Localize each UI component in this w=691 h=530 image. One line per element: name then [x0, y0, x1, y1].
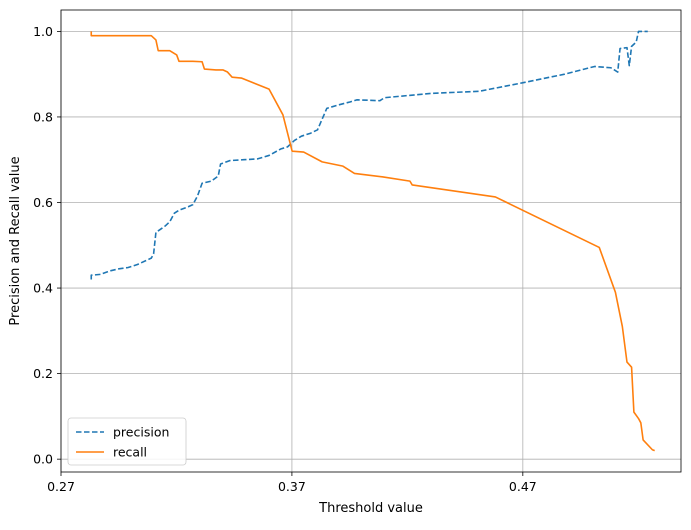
y-tick-label: 1.0 — [33, 24, 53, 39]
x-tick-label: 0.47 — [509, 479, 537, 494]
series-line-precision — [90, 30, 648, 280]
y-tick-label: 0.0 — [33, 452, 53, 467]
plot-area-frame — [60, 9, 682, 473]
y-tick-label: 0.4 — [33, 281, 53, 296]
y-tick-label: 0.2 — [33, 366, 53, 381]
y-tick-label: 0.8 — [33, 109, 53, 124]
y-tick-label: 0.6 — [33, 195, 53, 210]
x-tick-label: 0.27 — [47, 479, 75, 494]
legend-label-recall: recall — [113, 445, 147, 460]
axis-ticks: 0.27 0.37 0.47 0.0 0.2 0.4 0.6 0.8 1.0 — [33, 24, 537, 494]
legend-box — [67, 417, 187, 466]
y-axis-label: Precision and Recall value — [8, 156, 23, 325]
series-line-recall — [90, 31, 655, 452]
x-axis-label: Threshold value — [318, 501, 423, 516]
x-tick-label: 0.37 — [278, 479, 306, 494]
grid — [60, 10, 681, 472]
legend: precision recall — [67, 417, 187, 466]
legend-label-precision: precision — [113, 425, 169, 440]
series-lines — [90, 30, 655, 452]
